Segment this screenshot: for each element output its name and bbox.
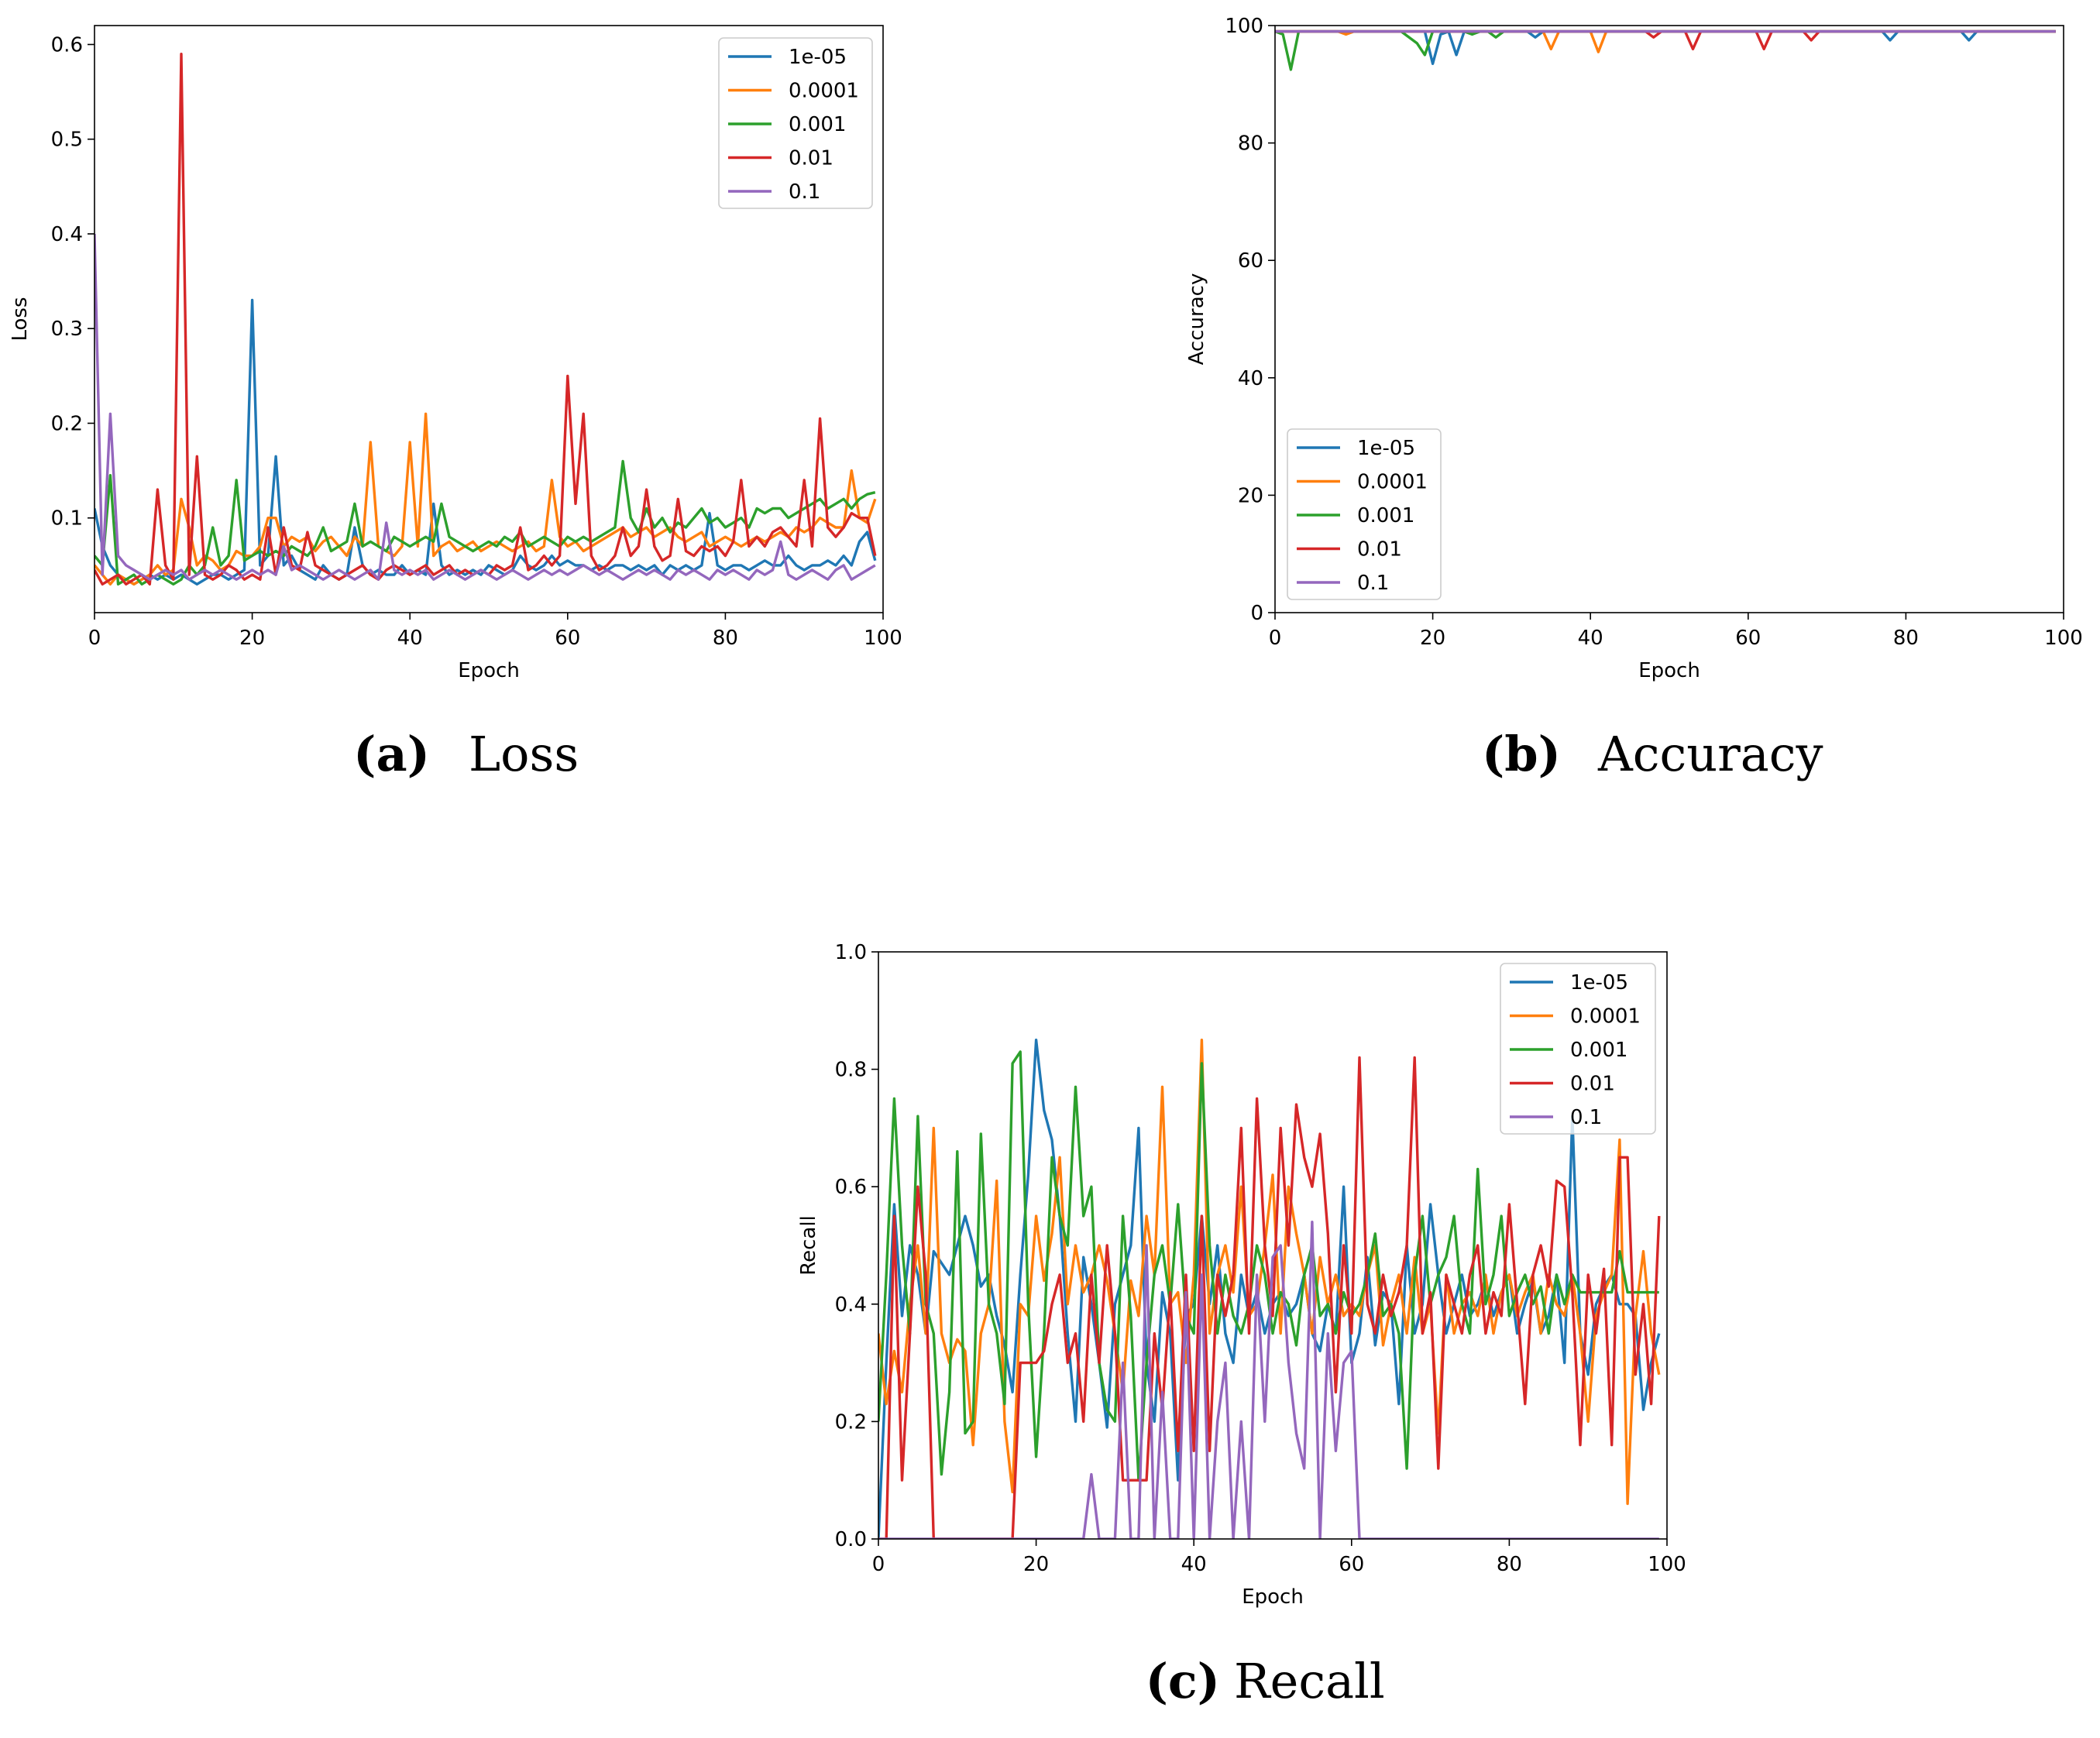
- caption-c-letter: (c): [1146, 1653, 1220, 1709]
- x-tick-label: 80: [1893, 627, 1919, 650]
- x-tick-label: 80: [713, 627, 738, 650]
- accuracy-chart: 0 20 40 60 80 100 0 20 40 60 80 100 Epoch Accuracy 1e-…: [1185, 15, 2083, 682]
- y-tick-label: 20: [1238, 484, 1263, 507]
- legend-label: 1e-05: [1570, 971, 1628, 994]
- x-tick-label: 100: [1648, 1553, 1686, 1576]
- y-tick-label: 0.3: [51, 318, 83, 341]
- x-tick-label: 60: [1339, 1553, 1364, 1576]
- axes-frame: [1274, 25, 2064, 613]
- y-tick-label: 100: [1225, 15, 1263, 38]
- legend-label: 0.001: [789, 113, 846, 136]
- series-line-0.001: [878, 1050, 1659, 1482]
- x-tick-label: 100: [2044, 627, 2083, 650]
- y-tick-label: 0.6: [51, 33, 83, 57]
- x-tick-label: 0: [1269, 627, 1282, 650]
- legend-label: 0.001: [1570, 1039, 1627, 1062]
- y-tick-label: 0: [1250, 602, 1263, 625]
- y-tick-label: 0.1: [51, 507, 83, 531]
- y-tick-label: 0.4: [51, 223, 83, 246]
- series-line-0.1: [95, 233, 876, 581]
- y-tick-label: 0.2: [51, 412, 83, 435]
- y-axis-label: Loss: [9, 297, 32, 341]
- series-line-1e-05: [95, 298, 877, 586]
- x-axis-label: Epoch: [1242, 1585, 1304, 1609]
- series-line-0.0001: [878, 1038, 1661, 1506]
- x-tick-label: 60: [555, 627, 580, 650]
- caption-a-text: Loss: [469, 726, 579, 782]
- recall-chart: 0 20 40 60 80 100 0.0 0.2 0.4 0.6 0.8 1.0 Epoch Recal…: [797, 941, 1686, 1609]
- legend-box: [1287, 428, 1442, 600]
- caption-b-text: Accuracy: [1597, 726, 1823, 782]
- legend-label: 0.1: [789, 180, 820, 204]
- y-axis-label: Recall: [797, 1215, 820, 1276]
- y-tick-label: 1.0: [835, 941, 867, 964]
- legend-label: 0.0001: [1357, 471, 1428, 494]
- series-line-0.0001: [95, 412, 877, 586]
- x-tick-label: 20: [1023, 1553, 1049, 1576]
- legend-label: 1e-05: [1357, 437, 1415, 460]
- legend-label: 0.001: [1357, 504, 1414, 527]
- x-tick-label: 0: [88, 627, 101, 650]
- x-tick-label: 20: [239, 627, 265, 650]
- y-tick-label: 0.0: [835, 1528, 867, 1551]
- x-tick-label: 40: [1578, 627, 1603, 650]
- caption-b-letter: (b): [1482, 726, 1561, 782]
- legend-label: 0.01: [789, 147, 833, 170]
- y-tick-label: 0.4: [835, 1293, 867, 1317]
- x-tick-label: 40: [1181, 1553, 1207, 1576]
- y-axis-label: Accuracy: [1185, 273, 1208, 366]
- y-tick-label: 0.2: [835, 1410, 867, 1434]
- x-tick-label: 80: [1497, 1553, 1522, 1576]
- y-tick-label: 0.5: [51, 129, 83, 152]
- series-line-0.01: [878, 1056, 1661, 1539]
- x-tick-label: 20: [1420, 627, 1445, 650]
- legend-label: 0.1: [1357, 572, 1389, 595]
- series-line-0.1: [878, 1220, 1659, 1539]
- loss-chart: 0 20 40 60 80 100 0.1 0.2 0.3 0.4 0.5 0.6 Epoch Loss 1…: [9, 25, 902, 682]
- legend-label: 1e-05: [789, 46, 847, 69]
- legend-label: 0.01: [1357, 538, 1402, 562]
- x-tick-label: 0: [872, 1553, 885, 1576]
- y-tick-label: 80: [1238, 132, 1263, 156]
- axes-frame: [94, 25, 884, 613]
- legend-label: 0.0001: [1570, 1005, 1641, 1029]
- legend-label: 0.1: [1570, 1106, 1602, 1129]
- y-tick-label: 0.8: [835, 1059, 867, 1082]
- x-axis-label: Epoch: [458, 659, 520, 682]
- caption-a-letter: (a): [353, 726, 430, 782]
- y-tick-label: 0.6: [835, 1176, 867, 1199]
- y-tick-label: 40: [1238, 367, 1263, 390]
- x-tick-label: 40: [397, 627, 423, 650]
- legend-box: [718, 37, 873, 209]
- x-tick-label: 100: [864, 627, 902, 650]
- x-tick-label: 60: [1735, 627, 1761, 650]
- legend-box: [1500, 963, 1656, 1135]
- axes-frame: [878, 951, 1668, 1540]
- x-axis-label: Epoch: [1638, 659, 1700, 682]
- caption-c-text: Recall: [1234, 1653, 1385, 1709]
- y-tick-label: 60: [1238, 249, 1263, 273]
- legend-label: 0.0001: [789, 80, 859, 103]
- legend-label: 0.01: [1570, 1073, 1615, 1096]
